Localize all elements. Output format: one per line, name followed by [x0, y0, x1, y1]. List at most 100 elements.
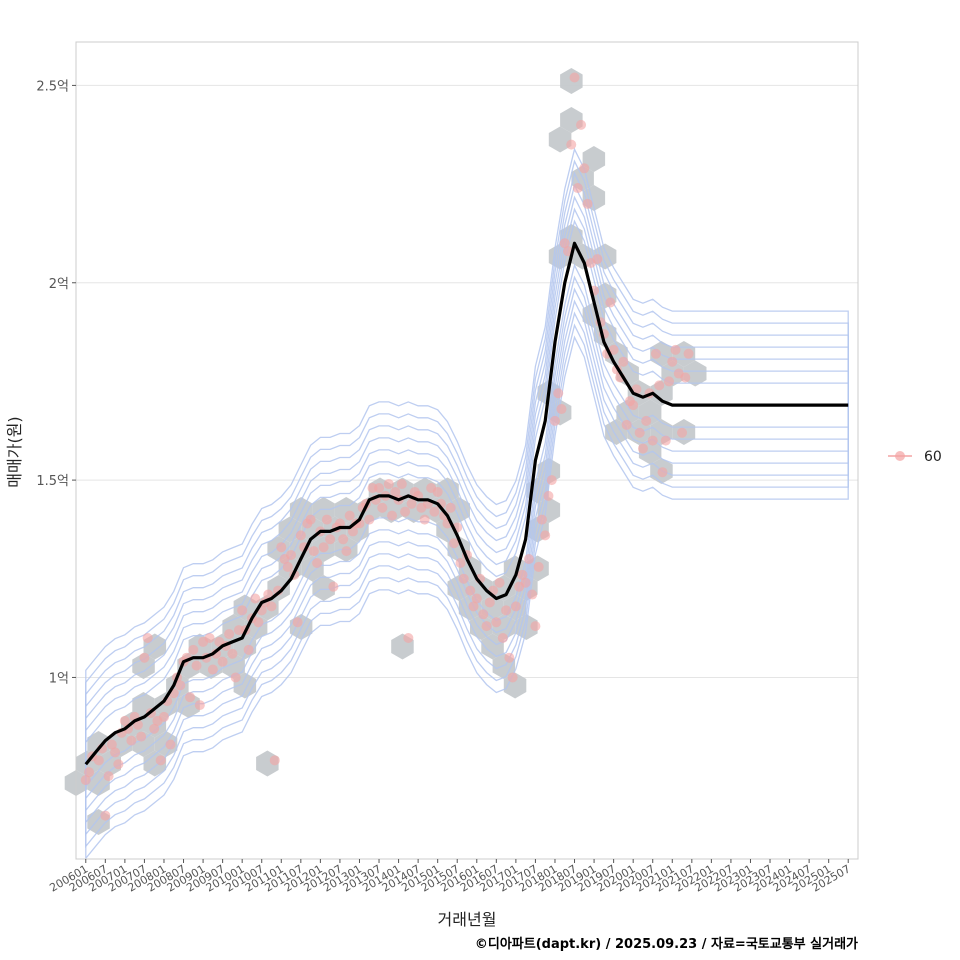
transaction-point	[683, 348, 694, 359]
transaction-point	[497, 632, 508, 643]
hexbin-cell	[132, 653, 155, 679]
transaction-point	[328, 581, 339, 592]
trend-line	[84, 241, 849, 766]
transaction-point	[230, 672, 241, 683]
transaction-point	[387, 510, 398, 521]
transaction-point	[377, 502, 388, 513]
transaction-point	[468, 601, 479, 612]
transaction-point	[504, 652, 515, 663]
transaction-point	[527, 589, 538, 600]
transaction-point	[338, 534, 349, 545]
transaction-point	[364, 514, 375, 525]
transaction-point	[501, 605, 512, 616]
transaction-point	[654, 380, 665, 391]
transaction-point	[637, 443, 648, 454]
transaction-point	[579, 163, 590, 174]
transaction-point	[266, 601, 277, 612]
transaction-point	[569, 72, 580, 83]
transaction-point	[507, 672, 518, 683]
transaction-point	[194, 700, 205, 711]
transaction-point	[605, 297, 616, 308]
transaction-point	[243, 644, 254, 655]
transaction-point	[677, 427, 688, 438]
transaction-point	[510, 601, 521, 612]
transaction-point	[253, 617, 264, 628]
hexbin-cell	[548, 126, 572, 153]
transaction-point	[126, 735, 137, 746]
transaction-point	[546, 475, 557, 486]
transaction-point	[93, 755, 104, 766]
caption: ©디아파트(dapt.kr) / 2025.09.23 / 자료=국토교통부 실…	[475, 936, 858, 952]
transaction-point	[566, 139, 577, 150]
transaction-point	[517, 569, 528, 580]
transaction-point	[660, 435, 671, 446]
transaction-point	[520, 577, 531, 588]
transaction-point	[536, 514, 547, 525]
transaction-point	[204, 632, 215, 643]
y-axis-title: 매매가(원)	[5, 416, 24, 487]
transaction-point	[383, 479, 394, 490]
transaction-point	[227, 648, 238, 659]
transaction-point	[305, 514, 316, 525]
legend: 60	[888, 449, 942, 465]
transaction-point	[149, 723, 160, 734]
transaction-point	[432, 486, 443, 497]
transaction-point	[650, 348, 661, 359]
transaction-point	[429, 506, 440, 517]
transaction-point	[533, 561, 544, 572]
transaction-point	[282, 561, 293, 572]
transaction-point	[269, 755, 280, 766]
transaction-point	[191, 660, 202, 671]
transaction-point	[207, 664, 218, 675]
transaction-point	[628, 400, 639, 411]
transaction-point	[100, 810, 111, 821]
transaction-point	[455, 557, 466, 568]
transaction-point	[119, 715, 130, 726]
transaction-point	[312, 557, 323, 568]
transaction-point	[400, 506, 411, 517]
transaction-point	[139, 652, 150, 663]
transaction-point	[103, 771, 114, 782]
transaction-point	[494, 577, 505, 588]
transaction-point	[292, 617, 303, 628]
transaction-point	[237, 605, 248, 616]
transaction-point	[308, 546, 319, 557]
transaction-point	[608, 344, 619, 355]
transaction-point	[592, 254, 603, 265]
y-tick-label: 2억	[49, 277, 69, 292]
transaction-point	[618, 356, 629, 367]
transaction-point	[478, 609, 489, 620]
transaction-point	[484, 597, 495, 608]
x-axis-title: 거래년월	[438, 910, 497, 929]
transaction-point	[634, 427, 645, 438]
transaction-point	[250, 593, 261, 604]
transaction-point	[559, 238, 570, 249]
density-contour	[85, 147, 849, 861]
transaction-point	[185, 692, 196, 703]
transaction-point	[347, 526, 358, 537]
transaction-point	[318, 542, 329, 553]
y-axis-ticks: 1억 1.5억 2억 2.5억	[36, 79, 76, 686]
hexbin-cell	[436, 477, 459, 504]
transaction-point	[403, 632, 414, 643]
transaction-point	[217, 656, 228, 667]
y-tick-label: 1억	[49, 671, 69, 686]
transaction-point	[664, 376, 675, 387]
transaction-point	[224, 629, 235, 640]
transaction-point	[325, 534, 336, 545]
hexbin-cell	[436, 516, 459, 543]
transaction-point	[374, 482, 385, 493]
transaction-point	[321, 514, 332, 525]
legend-label: 60	[924, 449, 942, 465]
transaction-point	[84, 767, 95, 778]
panel-border	[75, 41, 859, 860]
transaction-point	[657, 467, 668, 478]
transaction-point	[465, 585, 476, 596]
transaction-point	[445, 502, 456, 513]
transaction-point	[523, 554, 534, 565]
hexbin-cell	[481, 633, 504, 660]
transaction-point	[621, 419, 632, 430]
transaction-point	[344, 510, 355, 521]
transaction-point	[155, 755, 166, 766]
